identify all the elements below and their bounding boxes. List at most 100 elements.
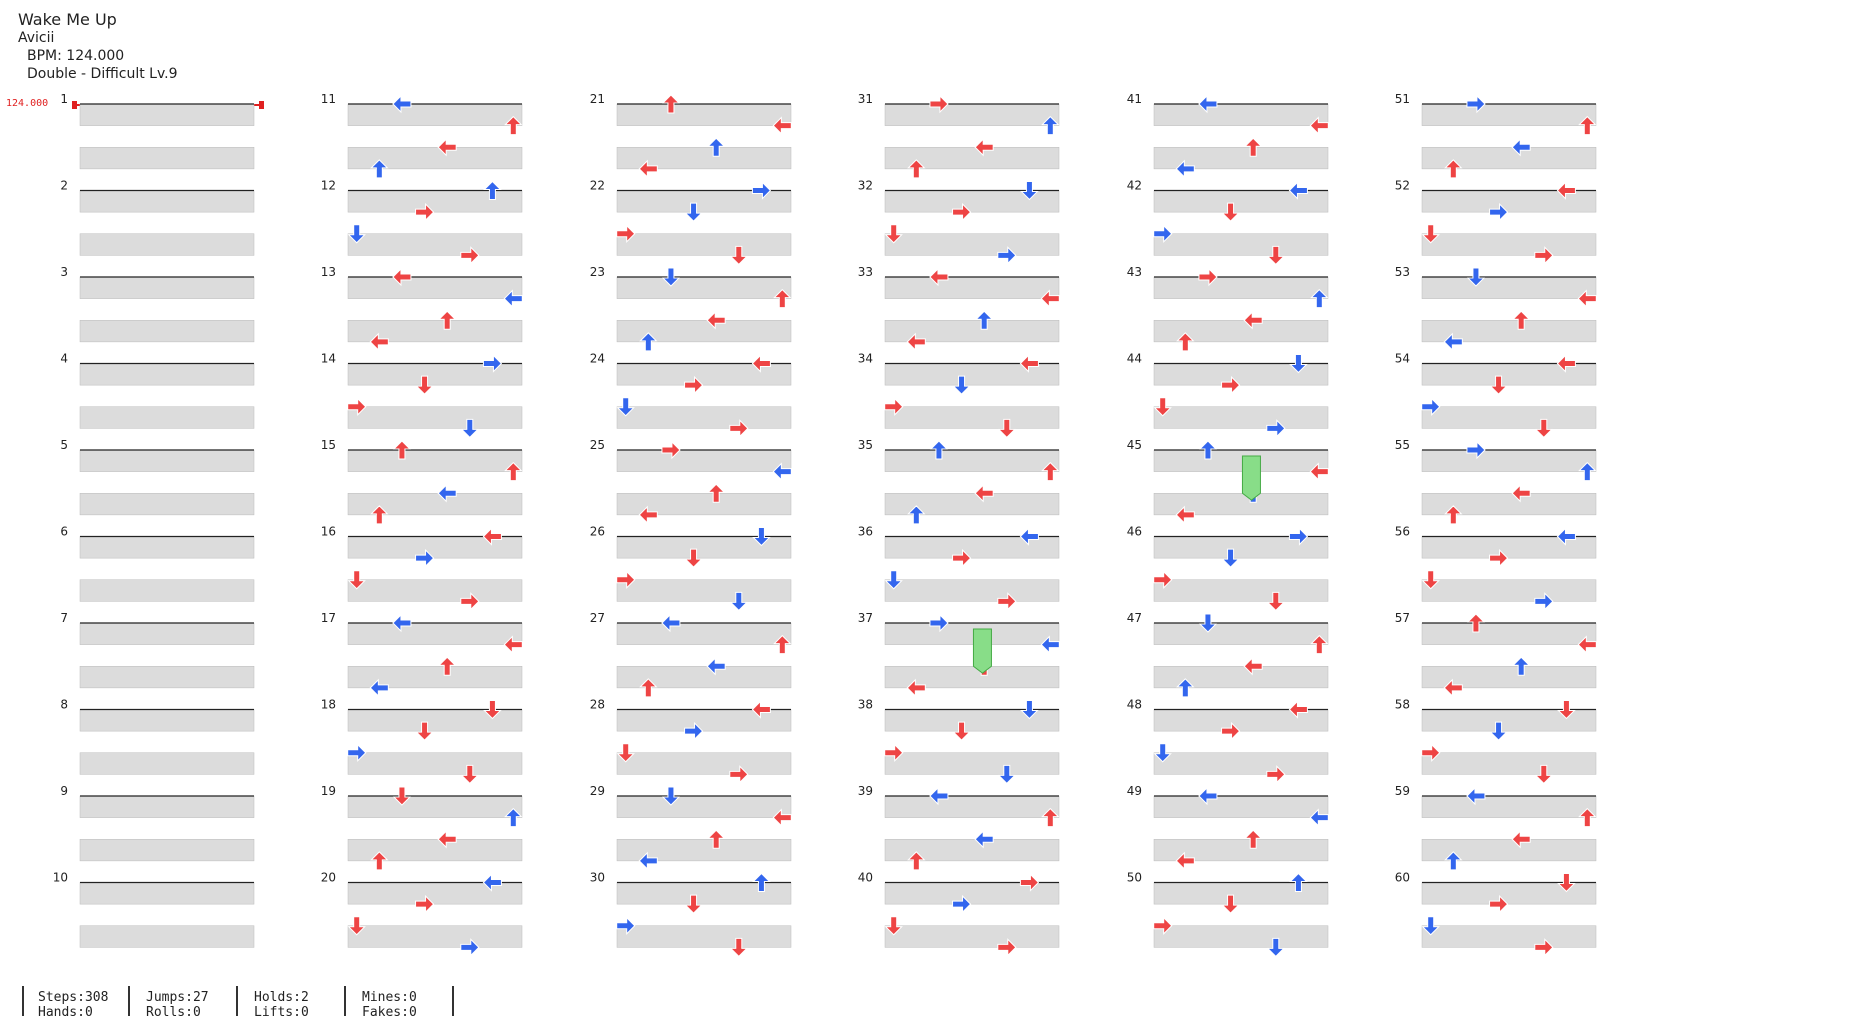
arrow-shape [1489, 894, 1509, 914]
measure-number: 44 [1127, 352, 1142, 366]
bpm-segment-end [259, 101, 264, 109]
arrow-shape [1289, 354, 1308, 374]
measure-number: 24 [590, 352, 605, 366]
blue-arrow-icon [974, 830, 994, 849]
arrow-shape [1175, 159, 1195, 179]
measure-number: 46 [1127, 525, 1142, 539]
red-arrow-icon [884, 916, 903, 936]
blue-arrow-icon [504, 807, 523, 828]
arrow-shape [1534, 418, 1554, 439]
arrow-shape [1511, 656, 1531, 676]
red-arrow-icon [347, 570, 366, 590]
red-arrow-icon [1577, 289, 1597, 308]
arrow-shape [638, 851, 658, 871]
arrow-shape [884, 224, 903, 244]
red-arrow-icon [751, 354, 771, 373]
arrow-shape [1466, 94, 1486, 114]
arrow-shape [684, 202, 703, 222]
red-arrow-icon [392, 440, 412, 460]
red-arrow-icon [729, 765, 749, 784]
beat-band [347, 276, 523, 299]
beat-band [616, 666, 792, 689]
blue-arrow-icon [415, 548, 435, 568]
measure-number: 14 [321, 352, 336, 366]
arrow-shape [1221, 894, 1240, 914]
measure-number: 47 [1127, 611, 1142, 625]
beat-band [1421, 276, 1597, 299]
red-arrow-icon [1198, 267, 1218, 287]
blue-arrow-icon [616, 397, 635, 417]
measure-number: 42 [1127, 179, 1142, 193]
beat-band [1153, 839, 1329, 862]
blue-arrow-icon [684, 202, 703, 222]
stat-jumps: Jumps:27 [146, 990, 209, 1005]
red-arrow-icon [504, 115, 523, 136]
arrow-shape [1176, 332, 1195, 352]
red-arrow-icon [1243, 311, 1263, 330]
red-arrow-icon [772, 116, 792, 135]
bpm-label: BPM: 124.000 [27, 48, 125, 64]
arrow-shape [503, 635, 523, 654]
arrow-shape [1221, 548, 1240, 568]
beat-band [1421, 752, 1597, 775]
beat-band [616, 233, 792, 256]
beat-band [884, 449, 1060, 472]
measure-number: 28 [590, 698, 605, 712]
measure-number: 56 [1395, 525, 1410, 539]
blue-arrow-icon [706, 657, 726, 676]
beat-band [347, 579, 523, 602]
arrow-shape [751, 354, 771, 373]
beat-band [347, 103, 523, 126]
red-arrow-icon [1534, 764, 1554, 785]
red-arrow-icon [460, 246, 480, 265]
red-arrow-icon [729, 937, 749, 958]
arrow-shape [929, 94, 949, 114]
arrow-shape [1288, 700, 1308, 719]
arrow-shape [929, 786, 949, 806]
red-arrow-icon [997, 418, 1017, 439]
measure-number: 43 [1127, 265, 1142, 279]
red-arrow-icon [684, 894, 703, 914]
arrow-shape [952, 202, 972, 222]
blue-arrow-icon [1020, 181, 1039, 201]
red-arrow-icon [974, 484, 994, 503]
arrow-shape [952, 375, 971, 395]
blue-arrow-icon [1040, 635, 1060, 654]
arrow-shape [437, 656, 457, 676]
red-arrow-icon [415, 894, 435, 914]
stats-divider [22, 986, 24, 1016]
red-arrow-icon [1243, 829, 1263, 849]
arrow-shape [1511, 484, 1531, 503]
measure-number: 16 [321, 525, 336, 539]
beat-band [616, 449, 792, 472]
red-arrow-icon [1489, 548, 1509, 568]
measure-number: 41 [1127, 92, 1142, 106]
red-arrow-icon [1534, 938, 1554, 957]
arrow-shape [1557, 873, 1576, 893]
beat-band [884, 579, 1060, 602]
blue-arrow-icon [437, 484, 457, 503]
arrow-shape [616, 916, 636, 935]
beat-band [616, 276, 792, 299]
arrow-shape [751, 700, 771, 719]
blue-arrow-icon [1019, 527, 1039, 546]
beat-band [1153, 666, 1329, 689]
blue-arrow-icon [752, 872, 771, 892]
arrow-shape [616, 743, 635, 763]
blue-arrow-icon [482, 354, 503, 373]
arrow-shape [1040, 289, 1060, 308]
beat-band [884, 103, 1060, 126]
blue-arrow-icon [752, 527, 771, 547]
arrow-shape [952, 548, 972, 568]
arrow-shape [772, 462, 792, 481]
beat-band [79, 449, 255, 472]
arrow-shape [347, 743, 367, 762]
arrow-shape [1153, 743, 1172, 763]
beat-band [347, 406, 523, 429]
arrow-shape [1534, 764, 1554, 785]
arrow-shape [1153, 916, 1173, 935]
beat-band [884, 493, 1060, 516]
arrow-shape [1266, 765, 1286, 784]
measure-number: 57 [1395, 611, 1410, 625]
measure-number: 45 [1127, 438, 1142, 452]
